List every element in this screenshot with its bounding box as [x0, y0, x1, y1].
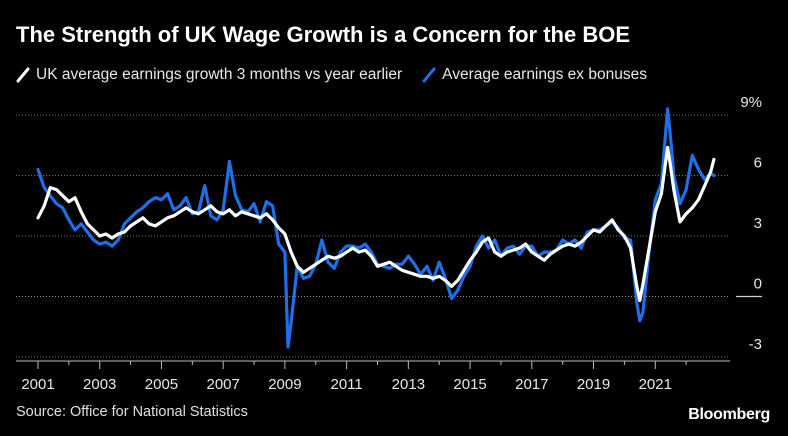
legend: UK average earnings growth 3 months vs y…	[16, 66, 667, 84]
y-tick-label: 9%	[740, 94, 762, 111]
y-tick-label: 6	[754, 155, 762, 172]
source-note: Source: Office for National Statistics	[16, 404, 248, 420]
x-tick-label: 2011	[331, 376, 363, 393]
x-tick-label: 2017	[515, 376, 548, 393]
series-line-uk-average-earnings	[36, 145, 716, 303]
x-tick-label: 2013	[392, 376, 425, 393]
legend-item-ex-bonuses: Average earnings ex bonuses	[422, 66, 647, 84]
x-tick-label: 2005	[145, 376, 178, 393]
legend-item-uk-average-earnings: UK average earnings growth 3 months vs y…	[16, 66, 402, 84]
x-tick-label: 2021	[639, 376, 672, 393]
chart-title: The Strength of UK Wage Growth is a Conc…	[16, 22, 630, 47]
x-tick-label: 2015	[453, 376, 486, 393]
y-axis-ticks: 9% 6 3 0 -3	[740, 94, 762, 353]
legend-label-uk-average-earnings: UK average earnings growth 3 months vs y…	[36, 66, 403, 83]
x-tick-label: 2003	[83, 376, 116, 393]
legend-swatch-blue-line	[422, 67, 436, 83]
bloomberg-logo: Bloomberg	[688, 406, 770, 423]
x-axis: 2001 2003 2005 2007 2009 2011 2013 2015 2017 2019…	[16, 360, 730, 393]
legend-swatch-white-line	[16, 67, 30, 83]
grid-lines	[16, 114, 762, 358]
legend-label-ex-bonuses: Average earnings ex bonuses	[442, 66, 647, 83]
series-lines	[36, 107, 716, 349]
series-line-ex-bonuses	[36, 107, 716, 349]
x-tick-label: 2001	[21, 376, 54, 393]
x-tick-label: 2019	[577, 376, 610, 393]
x-tick-label: 2007	[206, 376, 239, 393]
x-tick-label: 2009	[268, 376, 301, 393]
y-tick-label: 3	[754, 215, 762, 232]
y-tick-label: 0	[754, 276, 762, 293]
y-tick-label: -3	[749, 336, 762, 353]
